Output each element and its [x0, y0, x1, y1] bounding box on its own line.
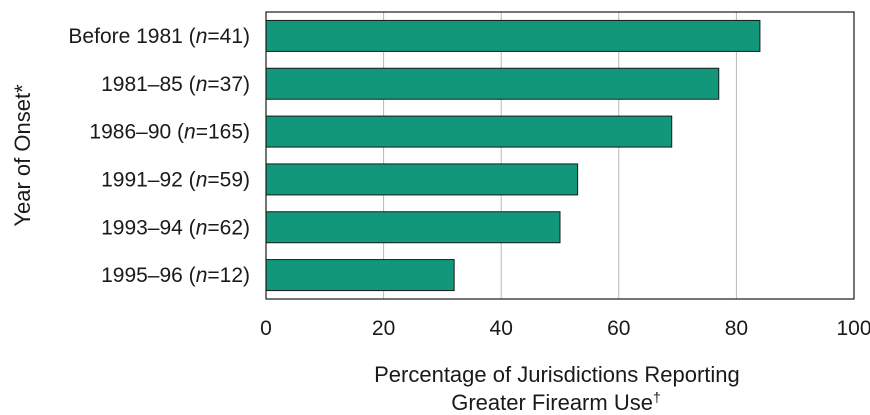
- x-axis-title: Percentage of Jurisdictions Reporting Gr…: [374, 362, 746, 415]
- bars: [265, 19, 761, 292]
- x-tick-labels: 0 20 40 60 80 100: [260, 317, 870, 340]
- y-tick-labels: Before 1981 (n=41) 1981–85 (n=37) 1986–90 …: [68, 25, 250, 287]
- x-tick-label: 0: [260, 317, 272, 340]
- x-tick-label: 60: [607, 317, 630, 340]
- y-axis-title: Year of Onset*: [10, 84, 35, 227]
- bar: [265, 115, 673, 148]
- gridlines: [383, 12, 737, 299]
- y-tick-label: Before 1981 (n=41): [68, 25, 250, 48]
- y-tick-label: 1993–94 (n=62): [101, 216, 250, 239]
- bar: [265, 163, 579, 196]
- bar: [265, 259, 455, 292]
- bar: [265, 67, 720, 100]
- y-tick-label: 1986–90 (n=165): [89, 121, 250, 144]
- x-axis-title-line2: Greater Firearm Use: [451, 390, 653, 415]
- x-axis-title-line1: Percentage of Jurisdictions Reporting: [374, 362, 740, 387]
- y-tick-label: 1991–92 (n=59): [101, 168, 250, 191]
- plot-frame: [265, 11, 855, 300]
- y-tick-label: 1995–96 (n=12): [101, 264, 250, 287]
- bar: [265, 211, 561, 244]
- x-tick-label: 80: [725, 317, 748, 340]
- bar: [265, 19, 761, 52]
- x-axis-title-footnote-mark: †: [653, 389, 661, 405]
- y-tick-label: 1981–85 (n=37): [101, 73, 250, 96]
- x-tick-label: 20: [372, 317, 395, 340]
- x-tick-label: 100: [836, 317, 870, 340]
- x-tick-label: 40: [490, 317, 513, 340]
